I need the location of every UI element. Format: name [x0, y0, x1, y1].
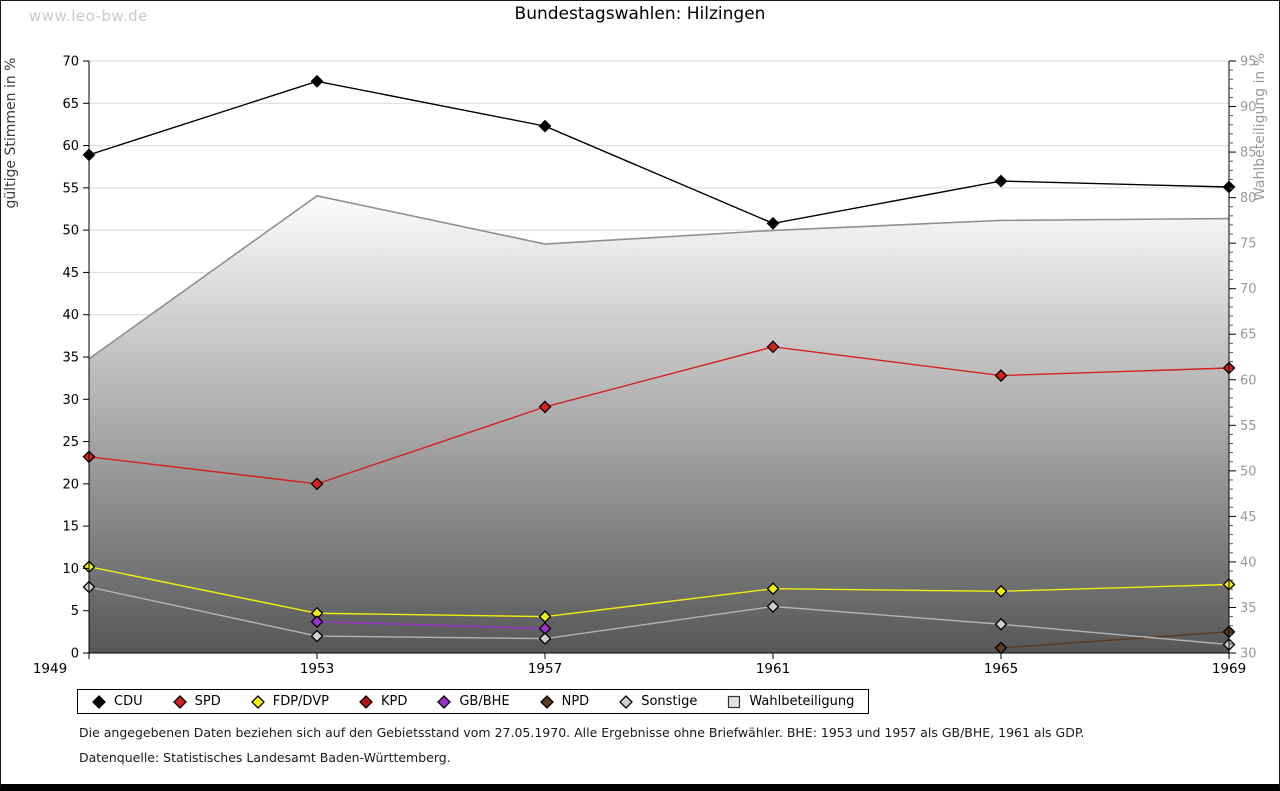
svg-text:45: 45 — [62, 266, 79, 281]
svg-text:gültige Stimmen in %: gültige Stimmen in % — [3, 58, 19, 209]
svg-text:80: 80 — [1240, 191, 1257, 206]
svg-text:70: 70 — [62, 55, 79, 70]
legend-label-wahlbeteiligung: Wahlbeteiligung — [749, 694, 855, 709]
svg-text:1961: 1961 — [756, 661, 790, 677]
legend-label-npd: NPD — [561, 694, 590, 709]
chart-legend: CDU SPD FDP/DVP KPD GB/BHE NPD Sonstige Wahlbet… — [77, 689, 870, 714]
svg-text:65: 65 — [62, 97, 79, 112]
svg-text:1965: 1965 — [984, 661, 1018, 677]
legend-item-sonstige: Sonstige — [619, 694, 697, 709]
svg-text:25: 25 — [62, 435, 79, 450]
legend-label-cdu: CDU — [114, 694, 143, 709]
fdp-dvp-legend-marker-icon — [250, 694, 265, 709]
svg-text:1949: 1949 — [33, 661, 67, 677]
legend-item-fdp-dvp: FDP/DVP — [250, 694, 329, 709]
svg-text:60: 60 — [62, 139, 79, 154]
svg-text:30: 30 — [1240, 647, 1257, 662]
svg-text:1957: 1957 — [528, 661, 562, 677]
legend-item-cdu: CDU — [92, 694, 143, 709]
svg-text:1953: 1953 — [300, 661, 334, 677]
cdu-legend-marker-icon — [92, 694, 106, 709]
wahlbeteiligung-legend-marker-icon — [728, 695, 741, 708]
footnote-gebietsstand: Die angegebenen Daten beziehen sich auf … — [79, 725, 1085, 740]
legend-item-spd: SPD — [172, 694, 221, 709]
kpd-legend-marker-icon — [359, 694, 373, 709]
svg-text:40: 40 — [62, 308, 79, 323]
svg-text:1969: 1969 — [1212, 661, 1246, 677]
footnote-datenquelle: Datenquelle: Statistisches Landesamt Bad… — [79, 750, 451, 765]
svg-text:60: 60 — [1240, 373, 1257, 388]
legend-item-wahlbeteiligung: Wahlbeteiligung — [727, 694, 854, 709]
legend-label-fdp-dvp: FDP/DVP — [272, 694, 329, 709]
gb-bhe-legend-marker-icon — [437, 694, 452, 709]
svg-text:70: 70 — [1240, 282, 1257, 297]
svg-text:35: 35 — [62, 351, 79, 366]
svg-text:75: 75 — [1240, 237, 1257, 252]
svg-text:85: 85 — [1240, 146, 1257, 161]
svg-text:50: 50 — [62, 224, 79, 239]
svg-text:50: 50 — [1240, 464, 1257, 479]
svg-text:55: 55 — [62, 181, 79, 196]
sonstige-legend-marker-icon — [619, 694, 634, 709]
svg-text:15: 15 — [62, 520, 79, 535]
svg-text:90: 90 — [1240, 100, 1257, 115]
npd-legend-marker-icon — [539, 694, 554, 709]
legend-item-gb-bhe: GB/BHE — [437, 694, 510, 709]
svg-text:0: 0 — [71, 647, 79, 662]
svg-text:40: 40 — [1240, 555, 1257, 570]
svg-text:10: 10 — [62, 562, 79, 577]
svg-text:35: 35 — [1240, 601, 1257, 616]
legend-label-sonstige: Sonstige — [641, 694, 698, 709]
svg-text:20: 20 — [62, 477, 79, 492]
spd-legend-marker-icon — [172, 694, 187, 709]
legend-item-kpd: KPD — [359, 694, 407, 709]
page-title: Bundestagswahlen: Hilzingen — [514, 4, 766, 24]
svg-text:5: 5 — [71, 604, 79, 619]
svg-text:55: 55 — [1240, 419, 1257, 434]
legend-item-npd: NPD — [539, 694, 590, 709]
legend-label-kpd: KPD — [380, 694, 408, 709]
svg-text:95: 95 — [1240, 55, 1257, 70]
watermark: www.leo-bw.de — [29, 7, 148, 25]
legend-label-gb-bhe: GB/BHE — [459, 694, 510, 709]
svg-text:65: 65 — [1240, 328, 1257, 343]
legend-label-spd: SPD — [194, 694, 221, 709]
svg-text:Wahlbeteiligung in %: Wahlbeteiligung in % — [1252, 53, 1268, 201]
svg-text:45: 45 — [1240, 510, 1257, 525]
svg-text:30: 30 — [62, 393, 79, 408]
